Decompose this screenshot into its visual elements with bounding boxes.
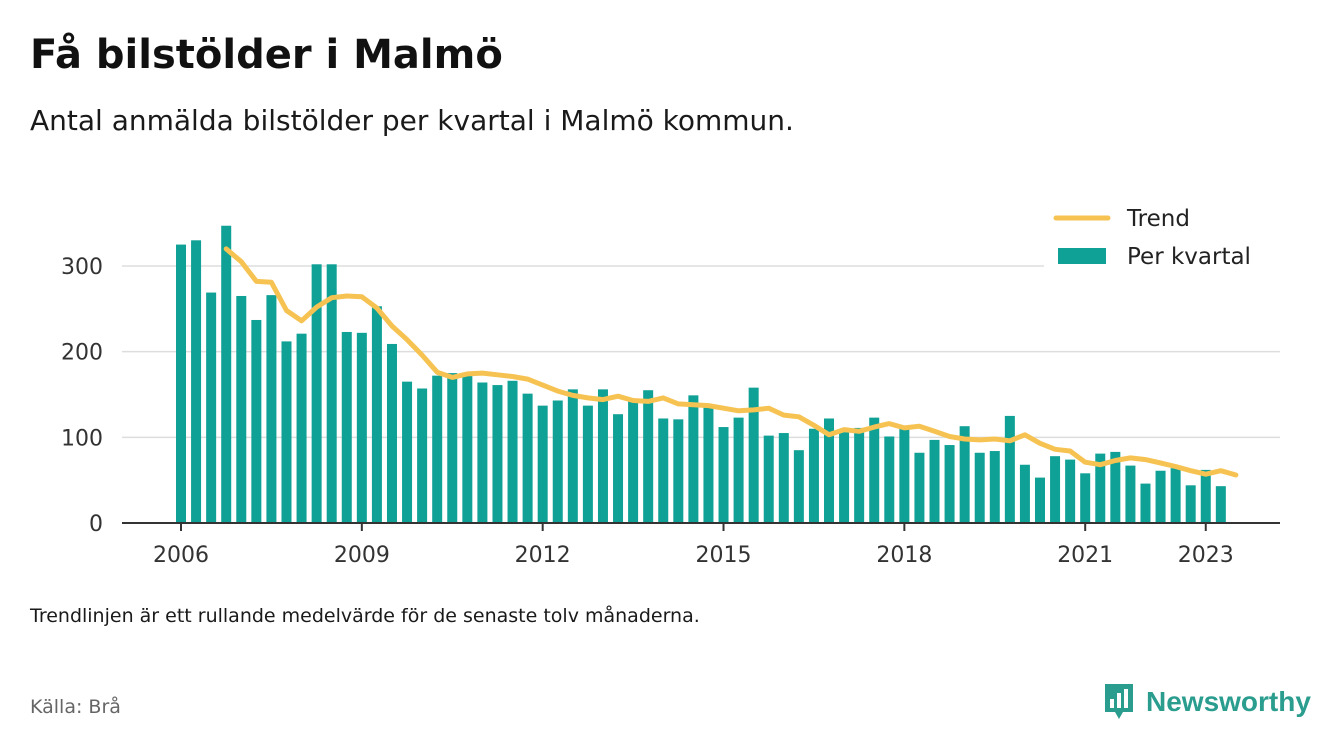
bar-2018-Q2: [914, 452, 925, 523]
x-tick-label-2018: 2018: [876, 543, 932, 568]
line-series-trend: [223, 246, 1239, 478]
bar-2023-Q1: [1200, 469, 1211, 523]
bar-2020-Q1: [1019, 464, 1030, 523]
bar-2011-Q1: [477, 382, 488, 523]
bar-2022-Q4: [1185, 485, 1196, 523]
bar-2021-Q2: [1095, 453, 1106, 523]
bar-2007-Q1: [236, 295, 247, 523]
bar-2017-Q4: [884, 436, 895, 523]
bar-2016-Q3: [808, 428, 819, 523]
bar-2016-Q2: [793, 450, 804, 523]
bar-2020-Q4: [1065, 459, 1076, 523]
bar-2022-Q2: [1155, 470, 1166, 523]
x-tick-label-2015: 2015: [696, 543, 752, 568]
footnote: Trendlinjen är ett rullande medelvärde f…: [30, 605, 700, 627]
chart-subtitle: Antal anmälda bilstölder per kvartal i M…: [30, 104, 794, 137]
bar-2012-Q2: [552, 400, 563, 523]
bar-2013-Q1: [597, 389, 608, 523]
bar-2008-Q2: [311, 264, 322, 523]
bar-2022-Q1: [1140, 483, 1151, 523]
bar-2015-Q2: [733, 417, 744, 523]
bar-2012-Q1: [537, 405, 548, 523]
chart-title: Få bilstölder i Malmö: [30, 32, 503, 78]
bar-2008-Q1: [296, 333, 307, 523]
y-tick-label-300: 300: [61, 255, 103, 280]
bar-2018-Q1: [899, 427, 910, 523]
bar-2019-Q4: [1004, 415, 1015, 523]
bar-2020-Q3: [1050, 456, 1061, 523]
legend-background: [1044, 200, 1280, 278]
bar-series-per-kvartal: [176, 225, 1226, 524]
bar-2019-Q1: [959, 426, 970, 523]
axes: 0 100 200 300 2006 2009 2012 2015 2018 2021 2023: [61, 255, 1280, 568]
bar-2022-Q3: [1170, 468, 1181, 523]
bar-2011-Q4: [522, 393, 533, 523]
bar-2017-Q3: [869, 417, 880, 523]
source-label: Källa: Brå: [30, 696, 121, 718]
bar-2012-Q3: [567, 389, 578, 523]
trend-line: [223, 246, 1239, 478]
bar-2006-Q1: [176, 244, 186, 524]
bar-2014-Q2: [673, 419, 684, 523]
brand-logo[interactable]: Newsworthy: [1102, 682, 1311, 722]
y-tick-label-200: 200: [61, 341, 103, 366]
bar-2021-Q3: [1110, 451, 1121, 523]
bar-2016-Q4: [824, 418, 835, 523]
bar-2006-Q2: [191, 240, 202, 524]
bar-2015-Q4: [763, 435, 774, 523]
bar-2015-Q1: [718, 427, 729, 523]
legend-swatch-per-kvartal: [1058, 248, 1106, 264]
bar-2010-Q4: [462, 373, 473, 523]
bar-2011-Q3: [507, 380, 518, 523]
bar-2019-Q2: [974, 452, 985, 523]
bar-2006-Q3: [206, 292, 217, 523]
brand-name: Newsworthy: [1146, 686, 1311, 717]
legend-label-trend: Trend: [1126, 206, 1190, 232]
legend-label-per-kvartal: Per kvartal: [1127, 244, 1251, 270]
y-tick-label-100: 100: [61, 426, 103, 451]
bar-2014-Q1: [658, 418, 669, 523]
bar-2013-Q2: [613, 414, 624, 523]
bar-2016-Q1: [778, 433, 789, 523]
x-tick-label-2012: 2012: [515, 543, 571, 568]
bar-2009-Q2: [371, 306, 382, 523]
bar-2008-Q3: [326, 264, 337, 523]
bar-2007-Q2: [251, 319, 262, 523]
bar-2014-Q3: [688, 395, 699, 523]
bar-2009-Q4: [402, 381, 413, 523]
bar-2008-Q4: [341, 331, 352, 523]
legend: Trend Per kvartal: [1044, 200, 1280, 278]
bar-2023-Q2: [1215, 486, 1226, 523]
bar-2013-Q3: [628, 400, 639, 523]
bar-2011-Q2: [492, 385, 503, 523]
bar-2021-Q1: [1080, 473, 1091, 523]
bar-2010-Q2: [432, 375, 443, 523]
bar-2018-Q4: [944, 445, 955, 523]
bar-2010-Q1: [417, 388, 428, 523]
x-tick-label-2021: 2021: [1057, 543, 1113, 568]
bar-2014-Q4: [703, 407, 714, 523]
bar-2010-Q3: [447, 373, 458, 523]
bar-2007-Q4: [281, 341, 292, 523]
newsworthy-logo-icon: [1105, 684, 1133, 719]
bar-2009-Q3: [386, 343, 397, 523]
bar-2019-Q3: [989, 451, 1000, 523]
bar-2006-Q4: [221, 225, 232, 523]
bar-2009-Q1: [356, 332, 367, 523]
x-tick-label-2006: 2006: [153, 543, 209, 568]
gridlines: [122, 265, 1280, 439]
bar-line-chart: 0 100 200 300 2006 2009 2012 2015 2018 2021 2023 T…: [61, 200, 1280, 568]
bar-2013-Q4: [643, 390, 654, 523]
bar-2012-Q4: [582, 405, 593, 523]
bar-2018-Q3: [929, 439, 940, 523]
y-tick-label-0: 0: [89, 512, 103, 537]
bar-2020-Q2: [1034, 477, 1045, 523]
bar-2007-Q3: [266, 295, 277, 523]
bar-2017-Q1: [839, 432, 850, 523]
bar-2015-Q3: [748, 387, 759, 523]
x-tick-label-2023: 2023: [1178, 543, 1234, 568]
bar-2021-Q4: [1125, 465, 1136, 523]
x-tick-label-2009: 2009: [334, 543, 390, 568]
bar-2017-Q2: [854, 427, 865, 523]
